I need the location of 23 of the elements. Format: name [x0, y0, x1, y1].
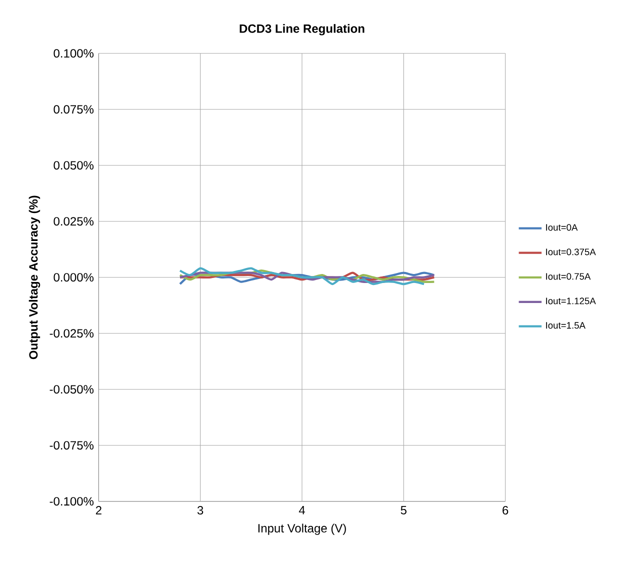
line-series	[178, 267, 426, 285]
x-tick-label: 4	[298, 506, 305, 514]
x-tick-label: 3	[197, 506, 204, 514]
x-axis-title: Input Voltage (V)	[258, 524, 346, 535]
chart-title: DCD3 Line Regulation	[240, 24, 364, 36]
y-tick-label: 0.050%	[54, 160, 94, 170]
y-tick-label: -0.050%	[50, 384, 94, 394]
y-tick-label: 0.075%	[54, 104, 94, 114]
y-tick-label: 0.000%	[54, 272, 94, 282]
x-tick-label: 5	[400, 506, 406, 514]
y-tick-label: -0.075%	[50, 440, 94, 450]
y-tick-label: 0.100%	[54, 48, 94, 58]
legend-label: Iout=1.125A	[546, 297, 596, 304]
legend-label: Iout=0.75A	[546, 272, 591, 280]
legend-label: Iout=1.5A	[546, 322, 586, 329]
y-tick-label: -0.100%	[50, 496, 94, 506]
x-tick-label: 6	[502, 506, 508, 514]
x-tick-label: 2	[96, 506, 102, 514]
y-tick-label: -0.025%	[50, 328, 94, 338]
y-axis-title: Output Voltage Accuracy (%)	[28, 196, 40, 359]
y-tick-label: 0.025%	[54, 216, 94, 226]
legend-label: Iout=0A	[546, 224, 578, 231]
legend-label: Iout=0.375A	[546, 248, 596, 256]
